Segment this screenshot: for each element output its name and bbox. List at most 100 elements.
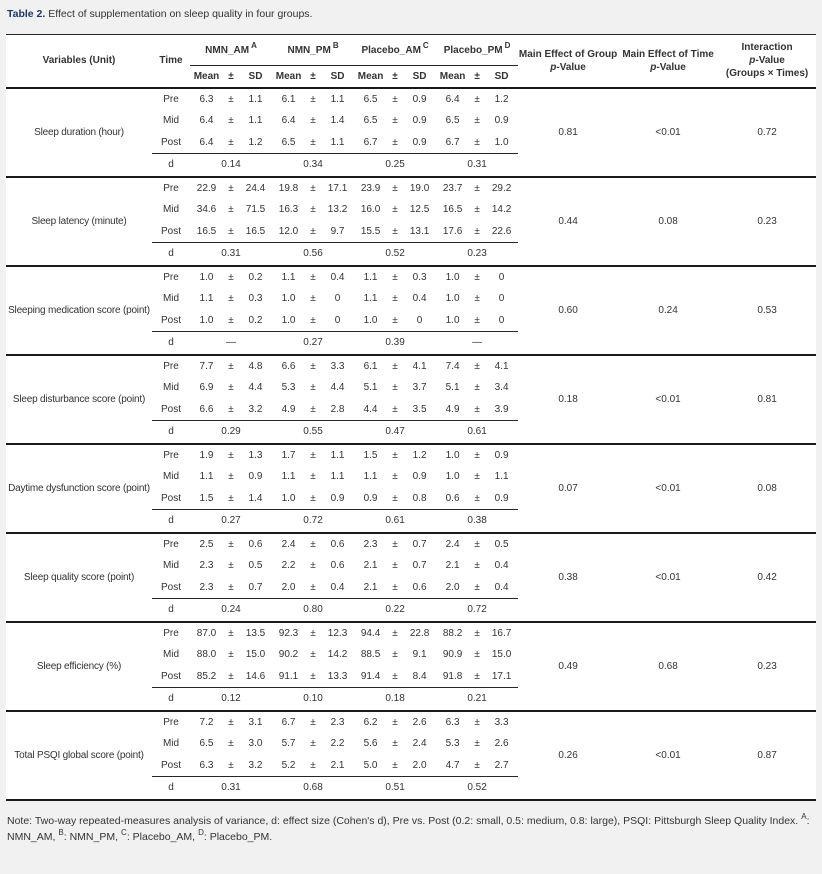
time-label: Post bbox=[152, 220, 190, 243]
footnote-sup-d: D bbox=[198, 828, 204, 837]
plus-minus-sign: ± bbox=[310, 360, 316, 372]
plus-minus-sign: ± bbox=[228, 382, 234, 393]
measurement-row: Mid 6.4 ±1.1 6.4 ±1.4 6.5 ±0.9 6.5 ±0.9 bbox=[6, 110, 816, 132]
mean-value: 88.5 bbox=[360, 649, 381, 660]
mean-value: 6.3 bbox=[190, 754, 223, 777]
effect-size-value: 0.55 bbox=[303, 426, 323, 438]
time-label: Mid bbox=[162, 471, 180, 482]
mean-value: 23.9 bbox=[360, 182, 381, 194]
sd-value: 14.2 bbox=[327, 649, 348, 660]
mean-value: 1.0 bbox=[445, 271, 460, 283]
measurement-row: Sleeping medication score (point) Pre 1.0 ±… bbox=[6, 266, 816, 316]
effect-size-value: 0.10 bbox=[303, 693, 323, 705]
sd-value: 1.0 bbox=[485, 131, 519, 154]
time-label: Post bbox=[152, 665, 190, 688]
variable-block: Total PSQI global score (point) Pre 7.2 ±3.… bbox=[6, 711, 817, 800]
plus-minus-sign: ± bbox=[469, 309, 486, 332]
effect-size-value: 0.12 bbox=[221, 693, 241, 705]
mean-value: 5.3 bbox=[281, 382, 296, 393]
plus-minus-sign: ± bbox=[387, 309, 404, 332]
plus-minus-header: ± bbox=[474, 70, 480, 82]
effect-size-value: 0.72 bbox=[303, 515, 323, 527]
plus-minus-sign: ± bbox=[228, 449, 234, 461]
sd-value: 3.2 bbox=[239, 754, 273, 777]
sd-value: 0 bbox=[498, 271, 505, 283]
plus-minus-sign: ± bbox=[305, 220, 322, 243]
sd-value: 3.7 bbox=[412, 382, 427, 393]
mean-value: 1.0 bbox=[445, 471, 460, 482]
sd-value: 29.2 bbox=[491, 182, 512, 194]
plus-minus-sign: ± bbox=[474, 627, 480, 639]
d-label: d bbox=[168, 604, 174, 616]
sd-value: 13.3 bbox=[321, 665, 355, 688]
plus-minus-sign: ± bbox=[474, 538, 480, 550]
variable-name: Sleep disturbance score (point) bbox=[12, 393, 146, 405]
sd-value: 4.1 bbox=[494, 360, 509, 372]
col-header-mean: Mean bbox=[193, 70, 220, 82]
measurement-row: Total PSQI global score (point) Pre 7.2 ±3.… bbox=[6, 711, 816, 761]
mean-value: 2.4 bbox=[445, 538, 460, 550]
time-label: Pre bbox=[163, 449, 179, 461]
sd-value: 13.1 bbox=[403, 220, 437, 243]
plus-minus-sign: ± bbox=[310, 182, 316, 194]
sd-value: 71.5 bbox=[245, 204, 266, 215]
sd-value: 0 bbox=[321, 309, 355, 332]
plus-minus-sign: ± bbox=[387, 131, 404, 154]
sd-value: 0.7 bbox=[412, 538, 427, 550]
effect-size-value: 0.23 bbox=[467, 248, 487, 260]
sd-value: 1.2 bbox=[494, 93, 509, 105]
effect-size-value: 0.80 bbox=[303, 604, 323, 616]
time-label: Post bbox=[152, 487, 190, 510]
sd-value: 2.7 bbox=[485, 754, 519, 777]
plus-minus-sign: ± bbox=[474, 649, 480, 660]
mean-value: 1.1 bbox=[363, 271, 378, 283]
plus-minus-sign: ± bbox=[228, 115, 234, 126]
plus-minus-sign: ± bbox=[310, 627, 316, 639]
mean-value: 6.5 bbox=[363, 115, 378, 126]
col-header-mean: Mean bbox=[439, 70, 466, 82]
sd-value: 3.1 bbox=[248, 716, 263, 728]
plus-minus-sign: ± bbox=[392, 182, 398, 194]
mean-value: 88.0 bbox=[196, 649, 217, 660]
time-label: Post bbox=[152, 309, 190, 332]
sd-value: 9.1 bbox=[412, 649, 427, 660]
plus-minus-header: ± bbox=[392, 70, 398, 82]
p-value-group: 0.07 bbox=[558, 482, 578, 494]
plus-minus-sign: ± bbox=[228, 182, 234, 194]
plus-minus-sign: ± bbox=[310, 449, 316, 461]
plus-minus-header: ± bbox=[310, 70, 316, 82]
plus-minus-sign: ± bbox=[474, 360, 480, 372]
p-value-group: 0.44 bbox=[558, 215, 578, 227]
sd-value: 0.9 bbox=[494, 115, 509, 126]
sd-value: 3.3 bbox=[494, 716, 509, 728]
col-header-time: Time bbox=[159, 55, 183, 67]
sd-value: 0 bbox=[403, 309, 437, 332]
effect-size-value: — bbox=[226, 337, 236, 349]
p-value-interaction: 0.72 bbox=[757, 126, 777, 138]
sd-value: 9.7 bbox=[321, 220, 355, 243]
mean-value: 6.1 bbox=[363, 360, 378, 372]
plus-minus-sign: ± bbox=[474, 738, 480, 749]
group-superscript: A bbox=[251, 41, 257, 51]
mean-value: 1.1 bbox=[199, 293, 214, 304]
sd-value: 0.2 bbox=[248, 271, 263, 283]
sd-value: 0.9 bbox=[494, 449, 509, 461]
mean-value: 2.3 bbox=[199, 560, 214, 571]
plus-minus-sign: ± bbox=[392, 93, 398, 105]
table-caption: Table 2. Effect of supplementation on sl… bbox=[0, 0, 822, 21]
sd-value: 14.2 bbox=[491, 204, 512, 215]
p-value-interaction: 0.23 bbox=[757, 660, 777, 672]
sd-value: 0.6 bbox=[248, 538, 263, 550]
sd-value: 14.6 bbox=[239, 665, 273, 688]
mean-value: 1.7 bbox=[281, 449, 296, 461]
sd-value: 1.1 bbox=[248, 115, 263, 126]
plus-minus-sign: ± bbox=[469, 220, 486, 243]
mean-value: 6.3 bbox=[199, 93, 214, 105]
plus-minus-sign: ± bbox=[392, 560, 398, 571]
plus-minus-sign: ± bbox=[305, 576, 322, 599]
mean-value: 1.0 bbox=[272, 487, 306, 510]
plus-minus-sign: ± bbox=[310, 382, 316, 393]
measurement-row: Mid 2.3 ±0.5 2.2 ±0.6 2.1 ±0.7 2.1 ±0.4 bbox=[6, 555, 816, 577]
measurement-row: Daytime dysfunction score (point) Pre 1.9 ±… bbox=[6, 444, 816, 494]
mean-value: 4.9 bbox=[436, 398, 470, 421]
